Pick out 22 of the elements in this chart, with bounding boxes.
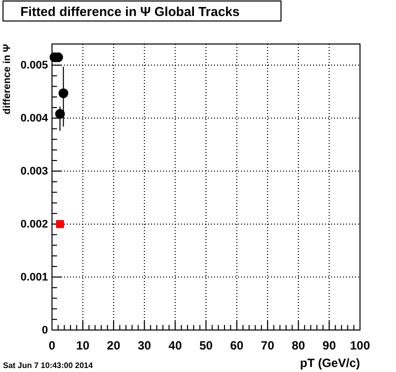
x-tick-label: 70 xyxy=(260,338,275,353)
y-axis-title: difference in Ψ xyxy=(2,44,13,114)
chart-title: Fitted difference in Ψ Global Tracks xyxy=(20,4,240,19)
point xyxy=(56,220,64,228)
x-tick-label: 20 xyxy=(106,338,121,353)
x-tick-label: 30 xyxy=(138,338,152,353)
y-tick-label: 0.003 xyxy=(20,166,48,178)
point xyxy=(58,88,68,98)
y-tick-label: 0.002 xyxy=(20,218,48,231)
x-tick-label: 80 xyxy=(292,338,306,353)
y-tick-label: 0.004 xyxy=(20,112,49,125)
y-tick-label: 0.005 xyxy=(20,60,48,72)
x-tick-label: 90 xyxy=(322,338,336,353)
y-tick-label: 0 xyxy=(42,324,48,337)
x-tick-label: 40 xyxy=(168,338,182,353)
x-tick-label: 100 xyxy=(350,338,370,353)
x-tick-label: 10 xyxy=(76,338,90,353)
x-axis-title: pT (GeV/c) xyxy=(300,356,360,370)
x-tick-label: 60 xyxy=(230,338,244,353)
x-tick-label: 50 xyxy=(199,338,213,353)
text: Sat Jun 7 10:43:00 2014 xyxy=(3,361,94,370)
y-tick-label: 0.001 xyxy=(20,272,48,284)
